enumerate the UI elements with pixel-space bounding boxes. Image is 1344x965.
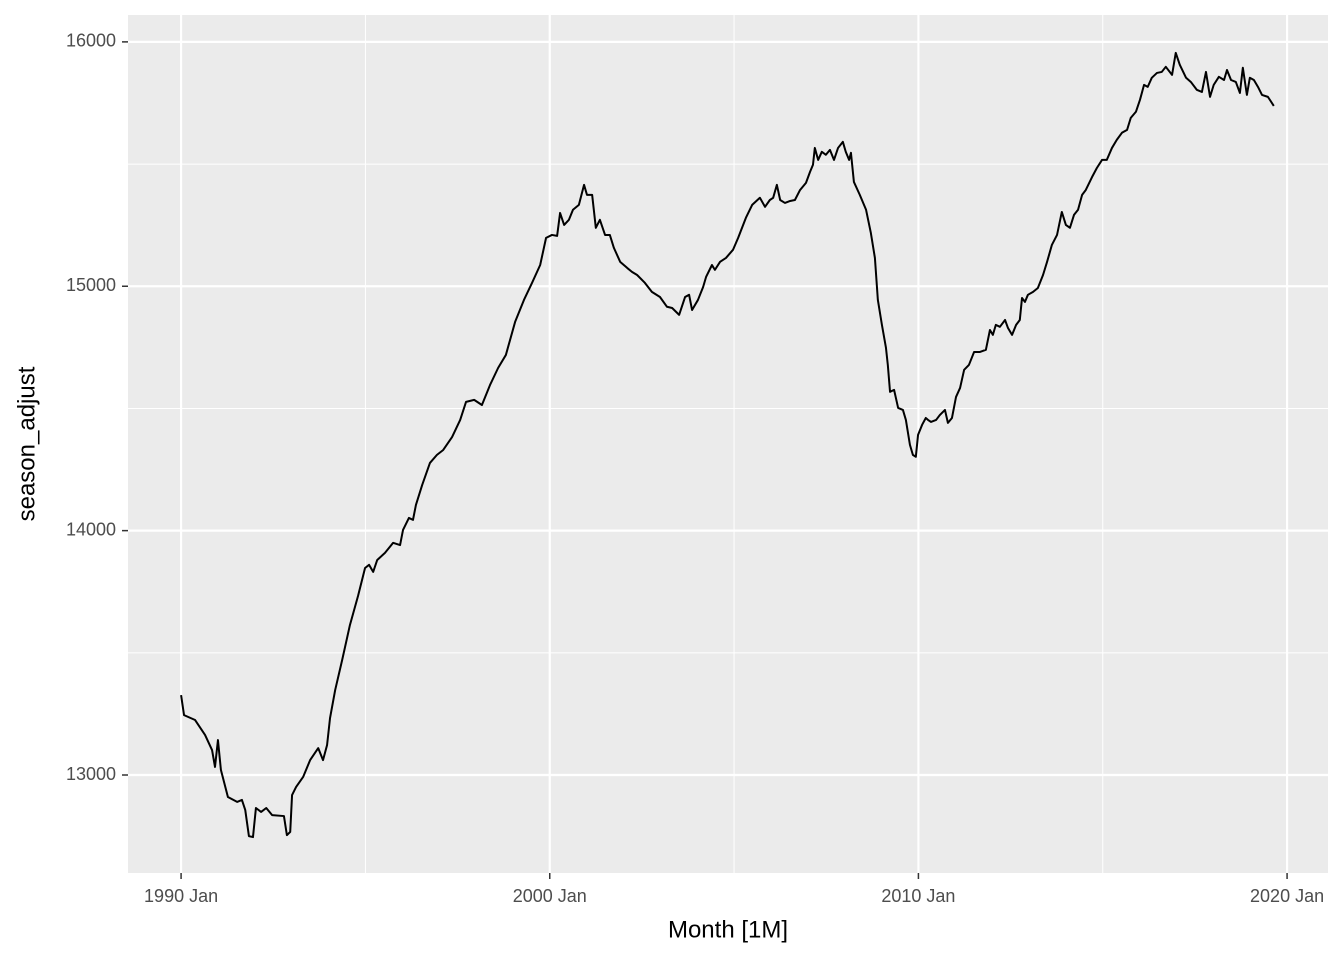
x-tick-label: 2010 Jan (881, 886, 955, 906)
x-tick-label: 2000 Jan (513, 886, 587, 906)
y-tick-label: 16000 (66, 31, 116, 51)
x-tick-label: 1990 Jan (144, 886, 218, 906)
y-axis-title: season_adjust (13, 366, 40, 521)
y-tick-label: 14000 (66, 519, 116, 539)
x-axis-title: Month [1M] (668, 916, 788, 943)
x-tick-label: 2020 Jan (1250, 886, 1324, 906)
y-tick-label: 13000 (66, 764, 116, 784)
panel (128, 15, 1328, 873)
data-line (180, 51, 1275, 839)
y-tick-label: 15000 (66, 275, 116, 295)
